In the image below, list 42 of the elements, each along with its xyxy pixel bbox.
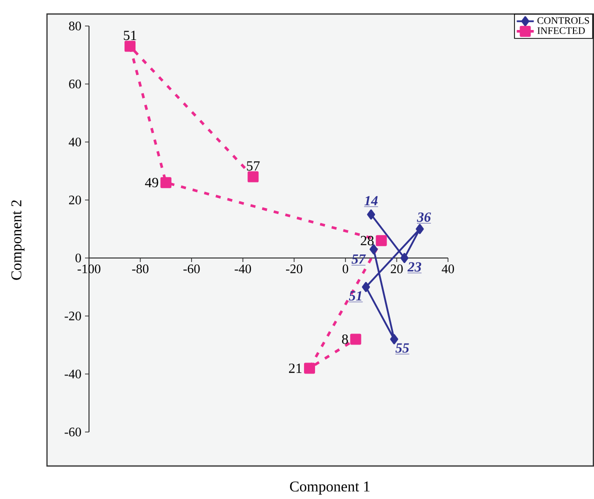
y-tick-label: 0 [76,254,81,262]
point [350,334,362,345]
annotation: 28 [360,236,374,246]
annotation: 49 [145,178,158,188]
annotation: 8 [342,334,348,344]
annotation: 36 [416,212,431,222]
annotation: 51 [348,291,362,301]
y-tick-label: 40 [68,138,81,146]
point [376,235,387,246]
legend-label: CONTROLS [537,17,590,24]
x-tick-label: 20 [390,264,403,274]
point [248,171,259,182]
x-tick-label: 0 [342,264,348,274]
point [390,334,398,344]
x-tick-label: -40 [234,264,251,274]
y-tick-label: 60 [69,80,81,88]
point [362,282,370,292]
annotation: 51 [124,30,136,40]
y-tick-label: -60 [64,428,81,436]
point [304,362,316,374]
x-tick-label: -80 [132,264,148,274]
y-tick-label: -20 [64,312,81,320]
point [160,177,172,188]
point [400,252,408,264]
point [370,244,378,254]
annotation: 14 [364,196,378,206]
annotation: 21 [288,364,302,373]
annotation: 55 [396,343,409,353]
y-axis-title: Component 2 [11,200,24,280]
legend-label: INFECTED [537,27,585,34]
point [416,224,424,234]
y-tick-label: 80 [69,22,81,30]
x-tick-label: -20 [286,264,302,274]
y-tick-label: -40 [64,370,81,378]
point [367,209,376,220]
annotation: 57 [246,161,260,171]
x-tick-label: 40 [442,264,454,274]
x-tick-label: -60 [183,264,200,274]
point [124,40,136,52]
y-tick-label: 20 [69,196,81,204]
annotation: 23 [407,262,422,272]
x-axis-title: Component 1 [290,482,370,495]
